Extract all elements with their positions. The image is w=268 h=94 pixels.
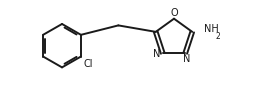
Text: N: N [183,54,190,64]
Text: 2: 2 [215,32,220,41]
Text: Cl: Cl [84,59,93,69]
Text: O: O [170,8,178,18]
Text: N: N [153,49,161,60]
Text: NH: NH [204,24,219,34]
